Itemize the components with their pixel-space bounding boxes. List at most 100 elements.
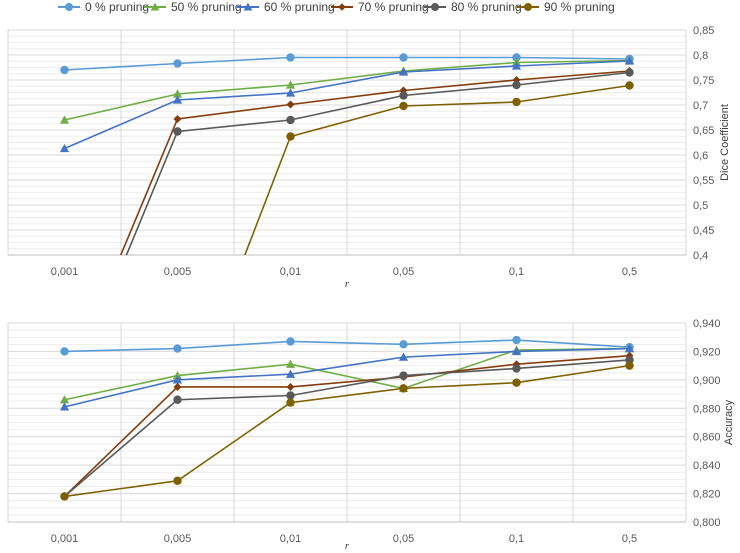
- y-tick-label: 0,5: [693, 200, 708, 212]
- legend-marker-90-pruning: [524, 3, 532, 11]
- data-point-80-pruning-0-01: [286, 391, 295, 400]
- series-90-pruning: [244, 81, 634, 255]
- data-point-0-pruning-0-1: [512, 53, 521, 62]
- data-point-80-pruning-0-005: [173, 127, 182, 136]
- data-point-60-pruning-0-1: [511, 346, 522, 356]
- data-point-60-pruning-0-05: [398, 67, 409, 76]
- data-point-80-pruning-0-01: [286, 115, 295, 125]
- data-point-50-pruning-0-01: [285, 359, 296, 368]
- x-tick-label: 0,01: [280, 266, 301, 278]
- legend: 0 % pruning 50 % pruning 60 % pruning 70 % …: [58, 0, 615, 14]
- series-line-90-pruning: [64, 364, 630, 498]
- data-point-60-pruning-0-005: [172, 95, 183, 104]
- series-line-50-pruning: [64, 59, 630, 121]
- series-line-0-pruning: [64, 339, 630, 353]
- dice-coefficient-chart: 0,4 0,45 0,5 0,55 0,6 0,65 0,7 0,75 0,8 0,85 0,001…: [7, 25, 731, 290]
- data-point-50-pruning-0-001: [59, 395, 70, 404]
- data-point-80-pruning-0-5: [625, 68, 634, 77]
- gridlines: [7, 29, 687, 256]
- series-line-60-pruning: [64, 347, 630, 408]
- series-0-pruning: [60, 335, 634, 356]
- data-point-70-pruning-0-01: [286, 100, 295, 109]
- data-point-0-pruning-0-005: [173, 344, 182, 353]
- y-axis-title: Accuracy: [723, 399, 735, 445]
- x-tick-label: 0,005: [164, 266, 192, 278]
- legend-marker-60-pruning: [243, 2, 253, 11]
- y-tick-label: 0,55: [693, 175, 714, 187]
- y-tick-label: 0,85: [693, 25, 714, 37]
- x-tick-label: 0,005: [164, 533, 192, 545]
- data-point-90-pruning-0-005: [173, 476, 182, 485]
- data-point-60-pruning-0-001: [59, 143, 70, 153]
- y-tick-label: 0,940: [693, 318, 721, 330]
- x-tick-label: 0,001: [51, 533, 79, 545]
- data-point-50-pruning-0-005: [172, 370, 183, 380]
- data-point-60-pruning-0-001: [59, 402, 70, 411]
- legend-marker-0-pruning: [65, 3, 73, 11]
- x-axis-title: r: [345, 278, 350, 290]
- data-point-0-pruning-0-05: [399, 53, 408, 62]
- y-tick-label: 0,4: [693, 250, 708, 262]
- legend-marker-50-pruning: [150, 2, 160, 11]
- legend-label-70-pruning: 70 % pruning: [358, 0, 429, 14]
- y-tick-label: 0,800: [693, 517, 721, 529]
- y-tick-label: 0,75: [693, 75, 714, 87]
- x-tick-label: 0,05: [393, 533, 414, 545]
- x-tick-label: 0,5: [622, 266, 637, 278]
- x-axis-title: r: [345, 540, 350, 552]
- x-tick-label: 0,1: [509, 533, 524, 545]
- series-line-70-pruning: [119, 70, 630, 255]
- series-line-0-pruning: [64, 56, 630, 71]
- y-tick-label: 0,8: [693, 50, 708, 62]
- legend-label-60-pruning: 60 % pruning: [264, 0, 335, 14]
- series-0-pruning: [60, 53, 634, 75]
- data-point-80-pruning-0-1: [512, 80, 521, 90]
- series-80-pruning: [60, 355, 634, 501]
- data-point-90-pruning-0-5: [625, 81, 634, 90]
- data-point-90-pruning-0-01: [286, 398, 295, 407]
- data-point-0-pruning-0-05: [399, 340, 408, 349]
- y-tick-label: 0,820: [693, 489, 721, 501]
- accuracy-chart: 0,800 0,820 0,840 0,860 0,880 0,900 0,920 0,940…: [7, 318, 735, 552]
- data-point-90-pruning-0-05: [399, 384, 408, 393]
- data-point-60-pruning-0-5: [624, 56, 635, 65]
- data-point-60-pruning-0-5: [624, 343, 635, 353]
- y-axis-title: Dice Coefficient: [719, 104, 731, 181]
- y-tick-label: 0,860: [693, 432, 721, 444]
- legend-label-80-pruning: 80 % pruning: [451, 0, 522, 14]
- series-line-50-pruning: [64, 347, 630, 401]
- x-tick-label: 0,01: [280, 533, 301, 545]
- data-point-90-pruning-0-001: [60, 492, 69, 501]
- data-point-60-pruning-0-05: [398, 352, 409, 361]
- series-60-pruning: [59, 56, 635, 153]
- data-point-80-pruning-0-05: [399, 91, 408, 100]
- x-tick-label: 0,05: [393, 266, 414, 278]
- data-point-60-pruning-0-1: [511, 61, 522, 70]
- y-tick-label: 0,45: [693, 225, 714, 237]
- data-point-50-pruning-0-005: [172, 89, 183, 98]
- data-point-0-pruning-0-001: [60, 347, 69, 356]
- series-80-pruning: [125, 68, 634, 255]
- data-point-70-pruning-0-005: [173, 382, 182, 391]
- legend-marker-80-pruning: [431, 3, 439, 11]
- data-point-80-pruning-0-1: [512, 364, 521, 373]
- series-line-60-pruning: [64, 60, 630, 150]
- legend-label-50-pruning: 50 % pruning: [171, 0, 242, 14]
- x-tick-label: 0,5: [622, 533, 637, 545]
- data-point-90-pruning-0-01: [286, 132, 295, 141]
- y-tick-label: 0,840: [693, 460, 721, 472]
- x-tick-label: 0,1: [509, 266, 524, 278]
- plot-area: [59, 53, 635, 255]
- data-point-0-pruning-0-01: [286, 53, 295, 62]
- series-90-pruning: [60, 361, 634, 501]
- data-point-0-pruning-0-1: [512, 335, 521, 345]
- series-60-pruning: [59, 343, 635, 411]
- y-tick-label: 0,920: [693, 346, 721, 358]
- gridlines: [7, 322, 687, 523]
- data-point-90-pruning-0-1: [512, 378, 521, 387]
- series-line-70-pruning: [63, 354, 630, 497]
- y-tick-label: 0,900: [693, 375, 721, 387]
- y-tick-label: 0,880: [693, 403, 721, 415]
- series-line-80-pruning: [63, 359, 630, 498]
- data-point-50-pruning-0-001: [59, 115, 70, 124]
